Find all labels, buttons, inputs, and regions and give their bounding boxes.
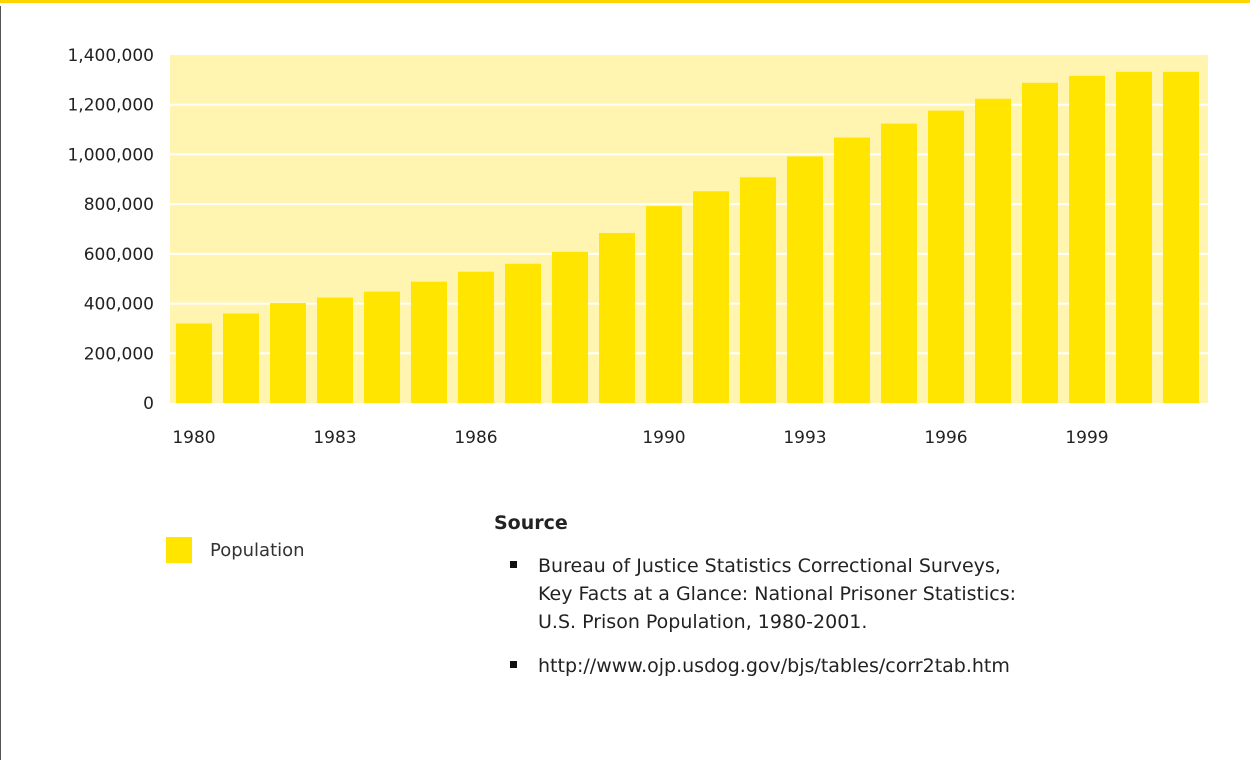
source-section: Source Bureau of Justice Statistics Corr… xyxy=(494,512,1224,696)
y-tick-label: 600,000 xyxy=(84,245,154,265)
bar-1982 xyxy=(270,303,306,403)
source-url-link[interactable]: http://www.ojp.usdog.gov/bjs/tables/corr… xyxy=(538,655,1010,677)
y-tick-label: 1,400,000 xyxy=(67,46,154,66)
y-axis-tick-labels: 0 200,000 400,000 600,000 800,000 1,000,000 1,… xyxy=(67,46,154,414)
legend-swatch xyxy=(166,537,192,563)
x-tick-label: 1996 xyxy=(924,428,967,448)
bar-1993 xyxy=(787,156,823,403)
bar-1985 xyxy=(411,281,447,403)
bar-1999 xyxy=(1069,75,1105,403)
bar-1987 xyxy=(505,263,541,403)
x-axis-tick-labels: 1980 1983 1986 1990 1993 1996 1999 xyxy=(172,428,1108,448)
legend-label: Population xyxy=(210,539,305,561)
source-heading: Source xyxy=(494,512,568,534)
bar-1996 xyxy=(928,110,964,404)
bar-1980 xyxy=(176,323,212,403)
bars xyxy=(176,71,1199,404)
bar-1986 xyxy=(458,271,494,403)
bar-1983 xyxy=(317,297,353,403)
bar-1981 xyxy=(223,313,259,403)
source-item-url[interactable]: http://www.ojp.usdog.gov/bjs/tables/corr… xyxy=(494,652,1224,680)
y-tick-label: 1,200,000 xyxy=(67,96,154,116)
x-tick-label: 1980 xyxy=(172,428,215,448)
source-citation-text: Bureau of Justice Statistics Correctiona… xyxy=(538,555,1017,633)
x-tick-label: 1986 xyxy=(454,428,497,448)
left-border xyxy=(0,6,1,760)
y-tick-label: 0 xyxy=(143,394,154,414)
y-tick-label: 800,000 xyxy=(84,195,154,215)
y-tick-label: 200,000 xyxy=(84,344,154,364)
bar-1990 xyxy=(646,206,682,403)
bullet-icon xyxy=(510,661,517,668)
bar-2000 xyxy=(1116,71,1152,403)
population-bar-chart: 0 200,000 400,000 600,000 800,000 1,000,000 1,… xyxy=(67,46,1208,448)
x-tick-label: 1999 xyxy=(1065,428,1108,448)
bar-1994 xyxy=(834,137,870,404)
bar-1998 xyxy=(1022,82,1058,403)
y-tick-label: 400,000 xyxy=(84,295,154,315)
source-item-citation: Bureau of Justice Statistics Correctiona… xyxy=(494,552,1224,636)
bar-1991 xyxy=(693,191,729,403)
y-tick-label: 1,000,000 xyxy=(67,145,154,165)
bar-1997 xyxy=(975,98,1011,404)
legend: Population xyxy=(166,537,305,563)
x-tick-label: 1993 xyxy=(783,428,826,448)
x-tick-label: 1983 xyxy=(313,428,356,448)
bar-1984 xyxy=(364,291,400,403)
bar-1995 xyxy=(881,123,917,403)
source-list: Bureau of Justice Statistics Correctiona… xyxy=(494,552,1224,680)
bar-1992 xyxy=(740,177,776,403)
bar-1988 xyxy=(552,251,588,403)
bar-2001 xyxy=(1163,71,1199,403)
bullet-icon xyxy=(510,561,517,568)
bar-1989 xyxy=(599,232,635,403)
x-tick-label: 1990 xyxy=(642,428,685,448)
